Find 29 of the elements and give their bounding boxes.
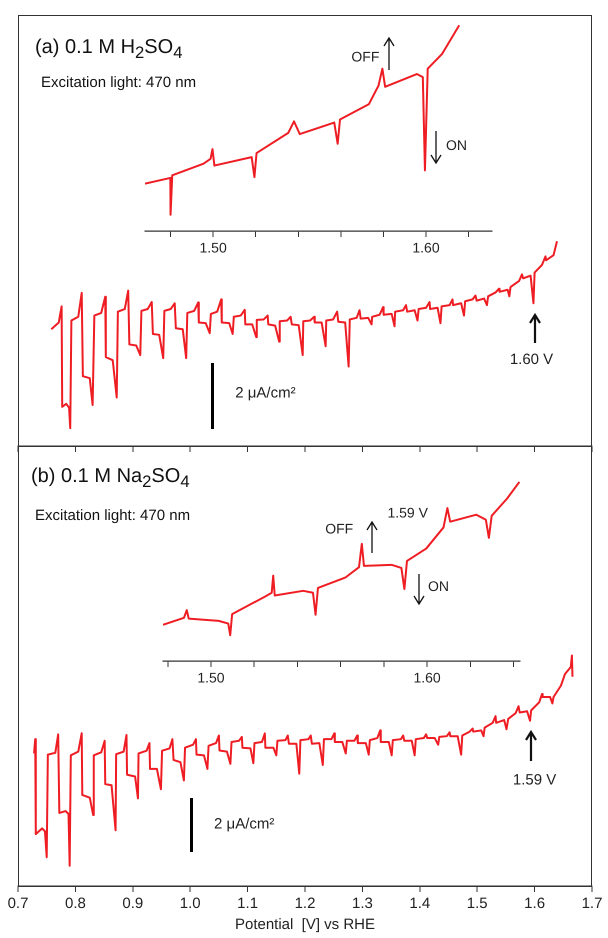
x-tick-label: 1.1 (236, 894, 258, 912)
annotation: OFF (325, 520, 354, 536)
x-tick-label: 1.3 (351, 894, 372, 912)
annotation: ON (446, 136, 467, 153)
x-tick-label: 0.7 (7, 894, 28, 912)
annotation: 2 μA/cm² (214, 815, 274, 832)
annotation: ON (428, 578, 449, 594)
x-tick-label: 1.0 (179, 894, 200, 912)
annotation: 2 μA/cm² (234, 384, 296, 402)
chart-title: (b) 0.1 M Na$_{2}$SO$_{4}$ (31, 465, 190, 492)
x-tick-label: 1.60 (412, 239, 440, 256)
x-tick-label: 1.4 (408, 894, 430, 912)
x-tick-label: 1.60 (413, 669, 441, 686)
chart-title: (a) 0.1 M H$_{2}$SO$_{4}$ (35, 36, 182, 63)
annotation: 1.59 V (387, 504, 429, 520)
x-tick-label: 1.50 (200, 239, 227, 256)
x-tick-label: 1.7 (581, 894, 602, 912)
chart-subtitle: Excitation light: 470 nm (41, 74, 196, 91)
annotation: 1.60 V (509, 350, 553, 368)
annotation: 1.59 V (512, 771, 556, 788)
x-tick-label: 0.9 (122, 894, 143, 912)
annotation: OFF (351, 48, 380, 65)
x-tick-label: 1.5 (466, 894, 488, 912)
x-tick-label: 0.8 (64, 894, 86, 912)
chart-subtitle: Excitation light: 470 nm (35, 507, 190, 524)
x-tick-label: 1.50 (197, 669, 225, 686)
x-axis-title: Potential [V] vs RHE (234, 916, 375, 933)
x-tick-label: 1.2 (294, 894, 315, 912)
x-tick-label: 1.6 (524, 894, 545, 912)
